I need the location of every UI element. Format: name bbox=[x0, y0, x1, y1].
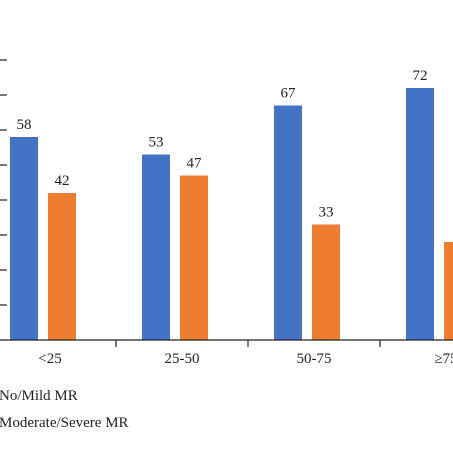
bars bbox=[10, 88, 453, 340]
bar-series0-cat1 bbox=[142, 154, 170, 340]
bar-series0-cat3 bbox=[406, 88, 434, 340]
x-axis-tick-labels: <25 25-50 50-75 ≥75 bbox=[38, 351, 453, 367]
value-label-series0-cat2: 67 bbox=[281, 86, 297, 102]
x-tick-label-3: ≥75 bbox=[434, 351, 453, 367]
value-label-series0-cat0: 58 bbox=[17, 117, 32, 133]
x-tick-label-1: 25-50 bbox=[165, 351, 200, 367]
legend-label-1: Moderate/Severe MR bbox=[0, 415, 129, 431]
bar-series1-cat0 bbox=[48, 193, 76, 340]
bar-series1-cat1 bbox=[180, 175, 208, 340]
value-label-series0-cat1: 53 bbox=[149, 135, 164, 151]
value-label-series1-cat0: 42 bbox=[55, 173, 70, 189]
legend: No/Mild MR Moderate/Severe MR bbox=[0, 388, 129, 431]
value-labels: 584253476733722 bbox=[17, 68, 428, 221]
y-axis-ticks bbox=[0, 59, 7, 306]
value-label-series1-cat2: 33 bbox=[319, 205, 334, 221]
x-axis-ticks bbox=[115, 340, 381, 347]
x-tick-label-2: 50-75 bbox=[297, 351, 332, 367]
legend-label-0: No/Mild MR bbox=[0, 388, 78, 404]
bar-series1-cat2 bbox=[312, 224, 340, 340]
bar-series0-cat2 bbox=[274, 105, 302, 340]
value-label-series1-cat1: 47 bbox=[187, 156, 203, 172]
value-label-series0-cat3: 72 bbox=[413, 68, 428, 84]
bar-series0-cat0 bbox=[10, 137, 38, 340]
x-tick-label-0: <25 bbox=[38, 351, 61, 367]
bar-series1-cat3 bbox=[444, 242, 453, 340]
